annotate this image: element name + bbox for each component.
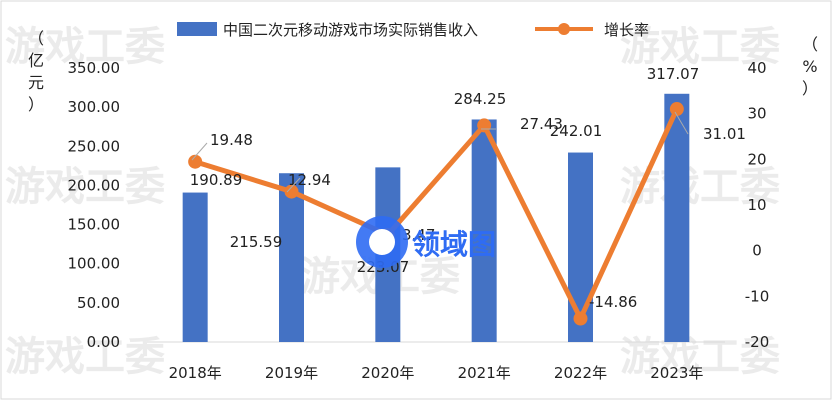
- right-tick-label: 20: [747, 150, 766, 168]
- left-tick-label: 0.00: [87, 333, 120, 351]
- watermark-text: 游戏工委: [5, 24, 165, 70]
- legend-line-marker: [558, 23, 570, 35]
- right-axis-ticks: -20 -10 0 10 20 30 40: [745, 59, 770, 351]
- watermark-text: 游戏工委: [620, 24, 780, 70]
- category-label: 2019年: [265, 364, 318, 382]
- right-tick-label: -10: [745, 287, 770, 305]
- leader-line: [674, 111, 689, 135]
- line-data-label: 12.94: [288, 171, 331, 189]
- logo: 领域图: [356, 216, 496, 268]
- watermark-text: 游戏工委: [5, 164, 165, 210]
- left-axis-title: （ 亿元 ）: [28, 29, 44, 114]
- legend-bar-label: 中国二次元移动游戏市场实际销售收入: [223, 21, 478, 39]
- axis-title-char: （: [28, 29, 44, 48]
- line-data-labels: 19.48 12.94 3.47 27.43 -14.86 31.01: [191, 111, 746, 311]
- bar: [471, 119, 497, 342]
- leader-line: [286, 177, 301, 193]
- axis-title-char: ）: [28, 95, 44, 114]
- line-data-label: 31.01: [703, 125, 746, 143]
- line-data-label: 19.48: [210, 131, 253, 149]
- axis-title-char: （: [802, 35, 818, 54]
- left-tick-label: 350.00: [68, 59, 121, 77]
- bar-series: [182, 93, 690, 343]
- bar: [182, 192, 208, 342]
- category-label: 2018年: [169, 364, 222, 382]
- line-point: [669, 102, 684, 117]
- right-tick-label: 0: [752, 242, 762, 260]
- category-labels: 2018年 2019年 2020年 2021年 2022年 2023年: [169, 364, 704, 382]
- bar-data-label: 317.07: [647, 65, 700, 83]
- left-tick-label: 250.00: [68, 137, 121, 155]
- category-label: 2022年: [554, 364, 607, 382]
- right-axis-title: （% ）: [802, 35, 818, 98]
- legend: 中国二次元移动游戏市场实际销售收入 增长率: [177, 21, 649, 39]
- bar-data-label: 215.59: [230, 233, 283, 251]
- right-tick-label: -20: [745, 333, 770, 351]
- bar-data-label: 284.25: [454, 90, 507, 108]
- left-tick-label: 150.00: [68, 216, 121, 234]
- category-label: 2021年: [458, 364, 511, 382]
- bar-data-label: 190.89: [190, 171, 243, 189]
- watermark: 游戏工委游戏工委游戏工委游戏工委游戏工委游戏工委游戏工委: [5, 24, 780, 380]
- logo-text: 领域图: [412, 228, 496, 261]
- legend-line-label: 增长率: [604, 21, 649, 39]
- bar: [664, 93, 690, 343]
- line-point: [284, 184, 299, 199]
- right-tick-label: 30: [747, 105, 766, 123]
- bar: [279, 173, 304, 342]
- line-data-label: -14.86: [589, 293, 637, 311]
- legend-bar-swatch: [177, 22, 217, 36]
- left-tick-label: 50.00: [77, 294, 120, 312]
- axis-title-char: ）: [802, 79, 818, 98]
- bar: [568, 152, 593, 342]
- axis-title-char: 亿: [28, 51, 44, 70]
- left-tick-label: 300.00: [68, 98, 121, 116]
- growth-line: [194, 108, 680, 322]
- axis-title-char: 元: [28, 73, 44, 92]
- line-data-label: 27.43: [520, 115, 563, 133]
- right-tick-label: 40: [747, 59, 766, 77]
- logo-inner-icon: [369, 229, 395, 255]
- left-tick-label: 100.00: [68, 255, 121, 273]
- category-label: 2020年: [361, 364, 414, 382]
- axis-title-char: %: [802, 57, 817, 76]
- left-axis-ticks: 0.00 50.00 100.00 150.00 200.00 250.00 300.00 3…: [68, 59, 121, 351]
- left-tick-label: 200.00: [68, 176, 121, 194]
- line-point: [188, 154, 203, 169]
- right-tick-label: 10: [747, 196, 766, 214]
- category-label: 2023年: [650, 364, 703, 382]
- leader-line: [191, 142, 208, 161]
- watermark-text: 游戏工委: [5, 334, 165, 380]
- bar-data-label: 242.01: [550, 122, 603, 140]
- line-point: [477, 118, 492, 133]
- line-point: [573, 311, 588, 326]
- line-data-label: 3.47: [402, 226, 435, 244]
